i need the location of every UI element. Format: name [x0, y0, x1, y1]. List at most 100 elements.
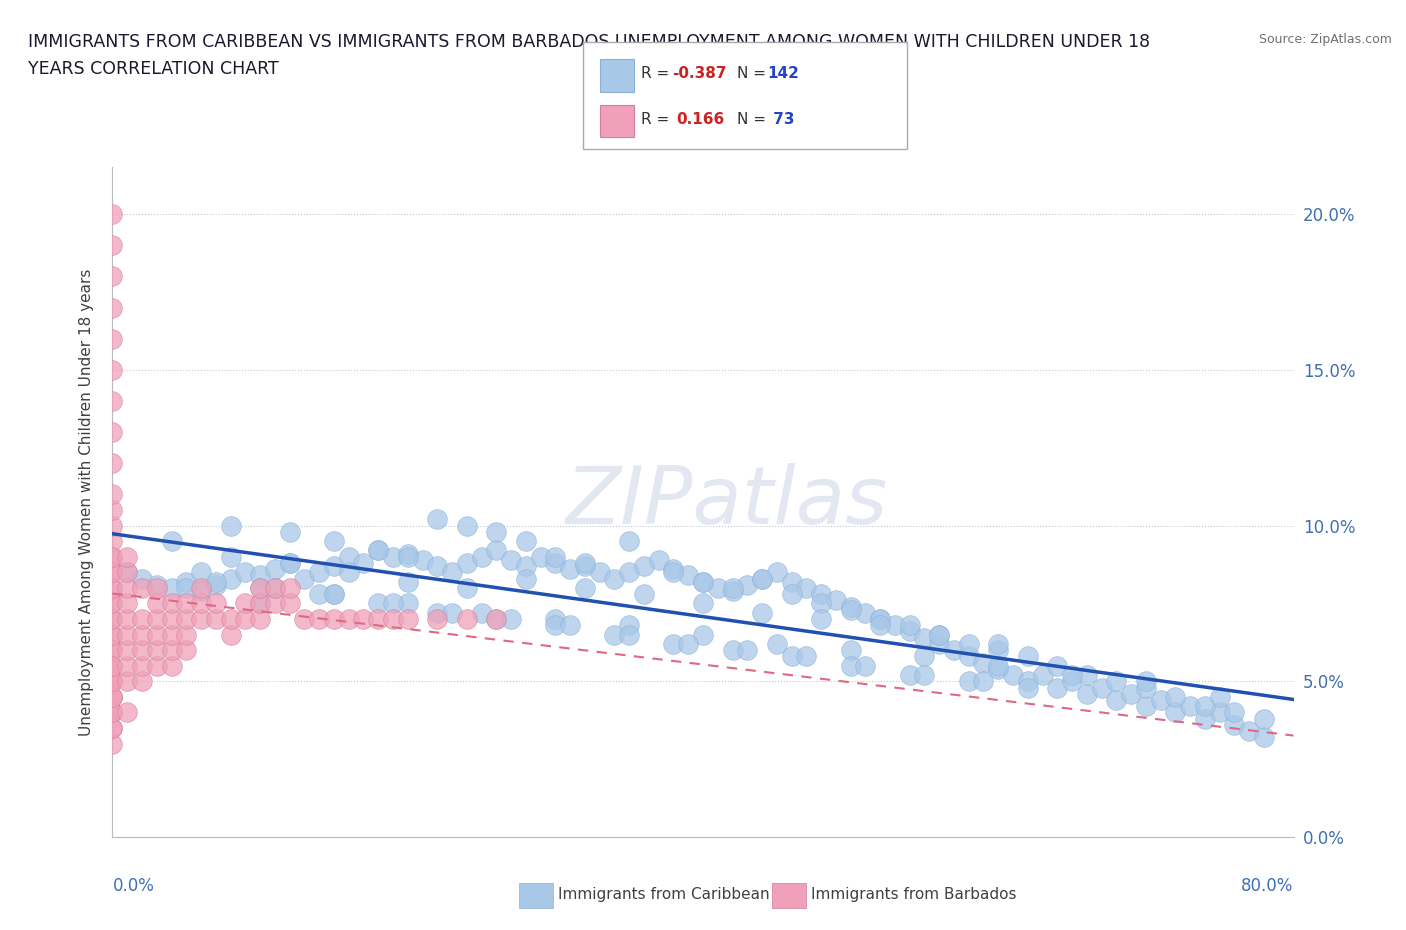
Point — [367, 596, 389, 611]
Point — [101, 721, 124, 736]
Point — [190, 612, 212, 627]
Point — [101, 658, 124, 673]
Point — [987, 636, 1010, 651]
Point — [101, 643, 124, 658]
Point — [101, 674, 124, 689]
Point — [560, 562, 582, 577]
Point — [233, 596, 256, 611]
Point — [515, 559, 537, 574]
Point — [1001, 668, 1024, 683]
Point — [323, 534, 346, 549]
Point — [662, 562, 685, 577]
Point — [117, 550, 138, 565]
Y-axis label: Unemployment Among Women with Children Under 18 years: Unemployment Among Women with Children U… — [79, 269, 94, 736]
Point — [485, 612, 508, 627]
Point — [131, 658, 153, 673]
Point — [382, 550, 405, 565]
Point — [278, 555, 301, 570]
Point — [942, 643, 965, 658]
Text: Immigrants from Barbados: Immigrants from Barbados — [811, 887, 1017, 902]
Point — [308, 587, 330, 602]
Point — [337, 565, 360, 579]
Point — [1076, 686, 1098, 701]
Point — [117, 580, 138, 595]
Point — [219, 550, 242, 565]
Point — [174, 643, 197, 658]
Point — [101, 456, 124, 471]
Point — [1194, 711, 1216, 726]
Point — [205, 574, 228, 589]
Point — [101, 534, 124, 549]
Point — [323, 587, 346, 602]
Point — [131, 674, 153, 689]
Point — [441, 605, 464, 620]
Point — [101, 580, 124, 595]
Point — [603, 627, 626, 642]
Point — [456, 555, 478, 570]
Point — [233, 612, 256, 627]
Point — [264, 562, 287, 577]
Point — [367, 543, 389, 558]
Point — [146, 658, 169, 673]
Point — [928, 636, 950, 651]
Point — [721, 643, 744, 658]
Point — [501, 552, 523, 567]
Point — [1091, 680, 1114, 695]
Point — [928, 627, 950, 642]
Point — [662, 565, 685, 579]
Point — [619, 618, 641, 632]
Point — [101, 518, 124, 533]
Point — [1253, 711, 1275, 726]
Point — [160, 658, 183, 673]
Point — [396, 574, 419, 589]
Point — [1046, 680, 1069, 695]
Point — [117, 627, 138, 642]
Text: 80.0%: 80.0% — [1241, 877, 1294, 896]
Point — [117, 565, 138, 579]
Point — [146, 627, 169, 642]
Text: Source: ZipAtlas.com: Source: ZipAtlas.com — [1258, 33, 1392, 46]
Point — [337, 612, 360, 627]
Point — [470, 550, 494, 565]
Point — [1017, 680, 1039, 695]
Text: YEARS CORRELATION CHART: YEARS CORRELATION CHART — [28, 60, 278, 78]
Point — [205, 612, 228, 627]
Point — [323, 612, 346, 627]
Point — [647, 552, 671, 567]
Point — [160, 596, 183, 611]
Point — [796, 649, 818, 664]
Point — [396, 550, 419, 565]
Point — [544, 555, 567, 570]
Point — [544, 612, 567, 627]
Point — [101, 674, 124, 689]
Point — [869, 612, 891, 627]
Point — [412, 552, 434, 567]
Point — [456, 518, 478, 533]
Point — [160, 580, 183, 595]
Text: IMMIGRANTS FROM CARIBBEAN VS IMMIGRANTS FROM BARBADOS UNEMPLOYMENT AMONG WOMEN W: IMMIGRANTS FROM CARIBBEAN VS IMMIGRANTS … — [28, 33, 1150, 50]
Text: 73: 73 — [768, 113, 794, 127]
Point — [914, 649, 936, 664]
Point — [174, 627, 197, 642]
Point — [485, 525, 508, 539]
Point — [382, 612, 405, 627]
Point — [278, 525, 301, 539]
Point — [456, 580, 478, 595]
Point — [219, 518, 242, 533]
Point — [278, 596, 301, 611]
Point — [396, 612, 419, 627]
Point — [131, 643, 153, 658]
Point — [117, 658, 138, 673]
Point — [1105, 693, 1128, 708]
Point — [426, 605, 449, 620]
Point — [1135, 698, 1157, 713]
Point — [987, 643, 1010, 658]
Point — [692, 574, 714, 589]
Point — [352, 555, 374, 570]
Point — [190, 596, 212, 611]
Point — [101, 580, 124, 595]
Point — [278, 555, 301, 570]
Point — [1223, 717, 1246, 732]
Point — [456, 612, 478, 627]
Point — [780, 649, 803, 664]
